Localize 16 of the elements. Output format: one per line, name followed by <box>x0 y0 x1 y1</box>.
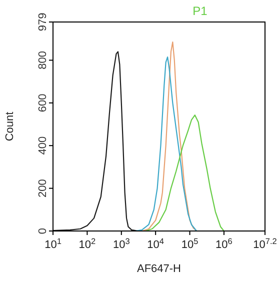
x-tick-label: 10$^{5}$ <box>181 236 199 251</box>
x-axis-title: AF647-H <box>136 263 182 275</box>
x-tick-label: 10$^{4}$ <box>147 236 164 251</box>
y-tick-label: 600 <box>37 94 49 112</box>
x-tick-label: 10$^{1}$ <box>44 236 62 251</box>
y-axis-title: Count <box>4 112 16 142</box>
y-tick-label: 200 <box>37 179 49 198</box>
x-tick-label: 10$^{2}$ <box>78 236 96 251</box>
y-tick-label: 0 <box>37 228 49 234</box>
y-tick-label: 979 <box>37 12 49 32</box>
y-tick-label: 400 <box>37 136 49 155</box>
x-tick-label: 10$^{7.2}$ <box>253 236 278 251</box>
chart-title: P1 <box>192 4 208 18</box>
x-tick-label: 10$^{6}$ <box>216 236 233 251</box>
y-tick-label: 800 <box>37 51 49 70</box>
x-tick-label: 10$^{3}$ <box>112 236 130 251</box>
